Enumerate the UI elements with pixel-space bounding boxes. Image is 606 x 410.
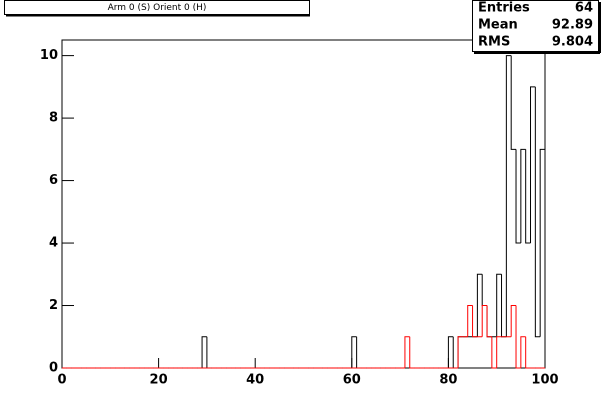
histogram-bin [467, 305, 473, 337]
histogram-bin [539, 148, 546, 368]
stats-value: 9.804 [552, 35, 593, 50]
stats-label: RMS [478, 35, 510, 50]
histogram-bin [457, 336, 463, 368]
histogram-bin [491, 336, 497, 369]
histogram-bin [515, 305, 521, 369]
histogram-bin [530, 86, 536, 244]
histogram-bin [472, 305, 478, 338]
histogram-bin [481, 305, 488, 337]
stats-value: 92.89 [552, 18, 593, 33]
histogram-bin [447, 336, 454, 368]
stats-label: Entries [478, 1, 530, 16]
y-tick-label: 4 [49, 236, 58, 251]
x-tick-label: 80 [439, 373, 457, 388]
histogram-bin [520, 148, 526, 244]
x-tick-label: 100 [531, 373, 558, 388]
histogram-bin [201, 336, 207, 368]
histogram-bin [351, 336, 357, 368]
histogram-bin [409, 336, 415, 369]
chart-title: Arm 0 (S) Orient 0 (H) [108, 3, 207, 13]
histogram-bin [525, 149, 531, 244]
histogram-bin [476, 273, 483, 337]
histogram-bin [525, 336, 531, 369]
histogram-bin [534, 86, 541, 338]
y-tick-label: 2 [49, 298, 58, 313]
histogram-bin [515, 149, 521, 244]
histogram-bin [496, 336, 502, 368]
histogram-bin [496, 273, 502, 337]
histogram-bin [505, 55, 512, 337]
histogram-bin [486, 305, 492, 338]
stats-value: 64 [575, 1, 593, 16]
y-tick-label: 0 [49, 361, 58, 376]
histogram-bin [510, 55, 517, 150]
histogram-bin [510, 305, 517, 337]
histogram-bin [404, 336, 410, 368]
y-tick-label: 6 [49, 173, 58, 188]
y-tick-label: 10 [40, 48, 58, 63]
histogram-bin [520, 336, 526, 368]
x-tick-label: 40 [246, 373, 264, 388]
stats-label: Mean [478, 18, 518, 33]
stats-box [472, 0, 599, 52]
x-tick-label: 60 [343, 373, 361, 388]
x-tick-label: 0 [57, 373, 66, 388]
x-tick-label: 20 [150, 373, 168, 388]
y-tick-label: 8 [49, 111, 58, 126]
